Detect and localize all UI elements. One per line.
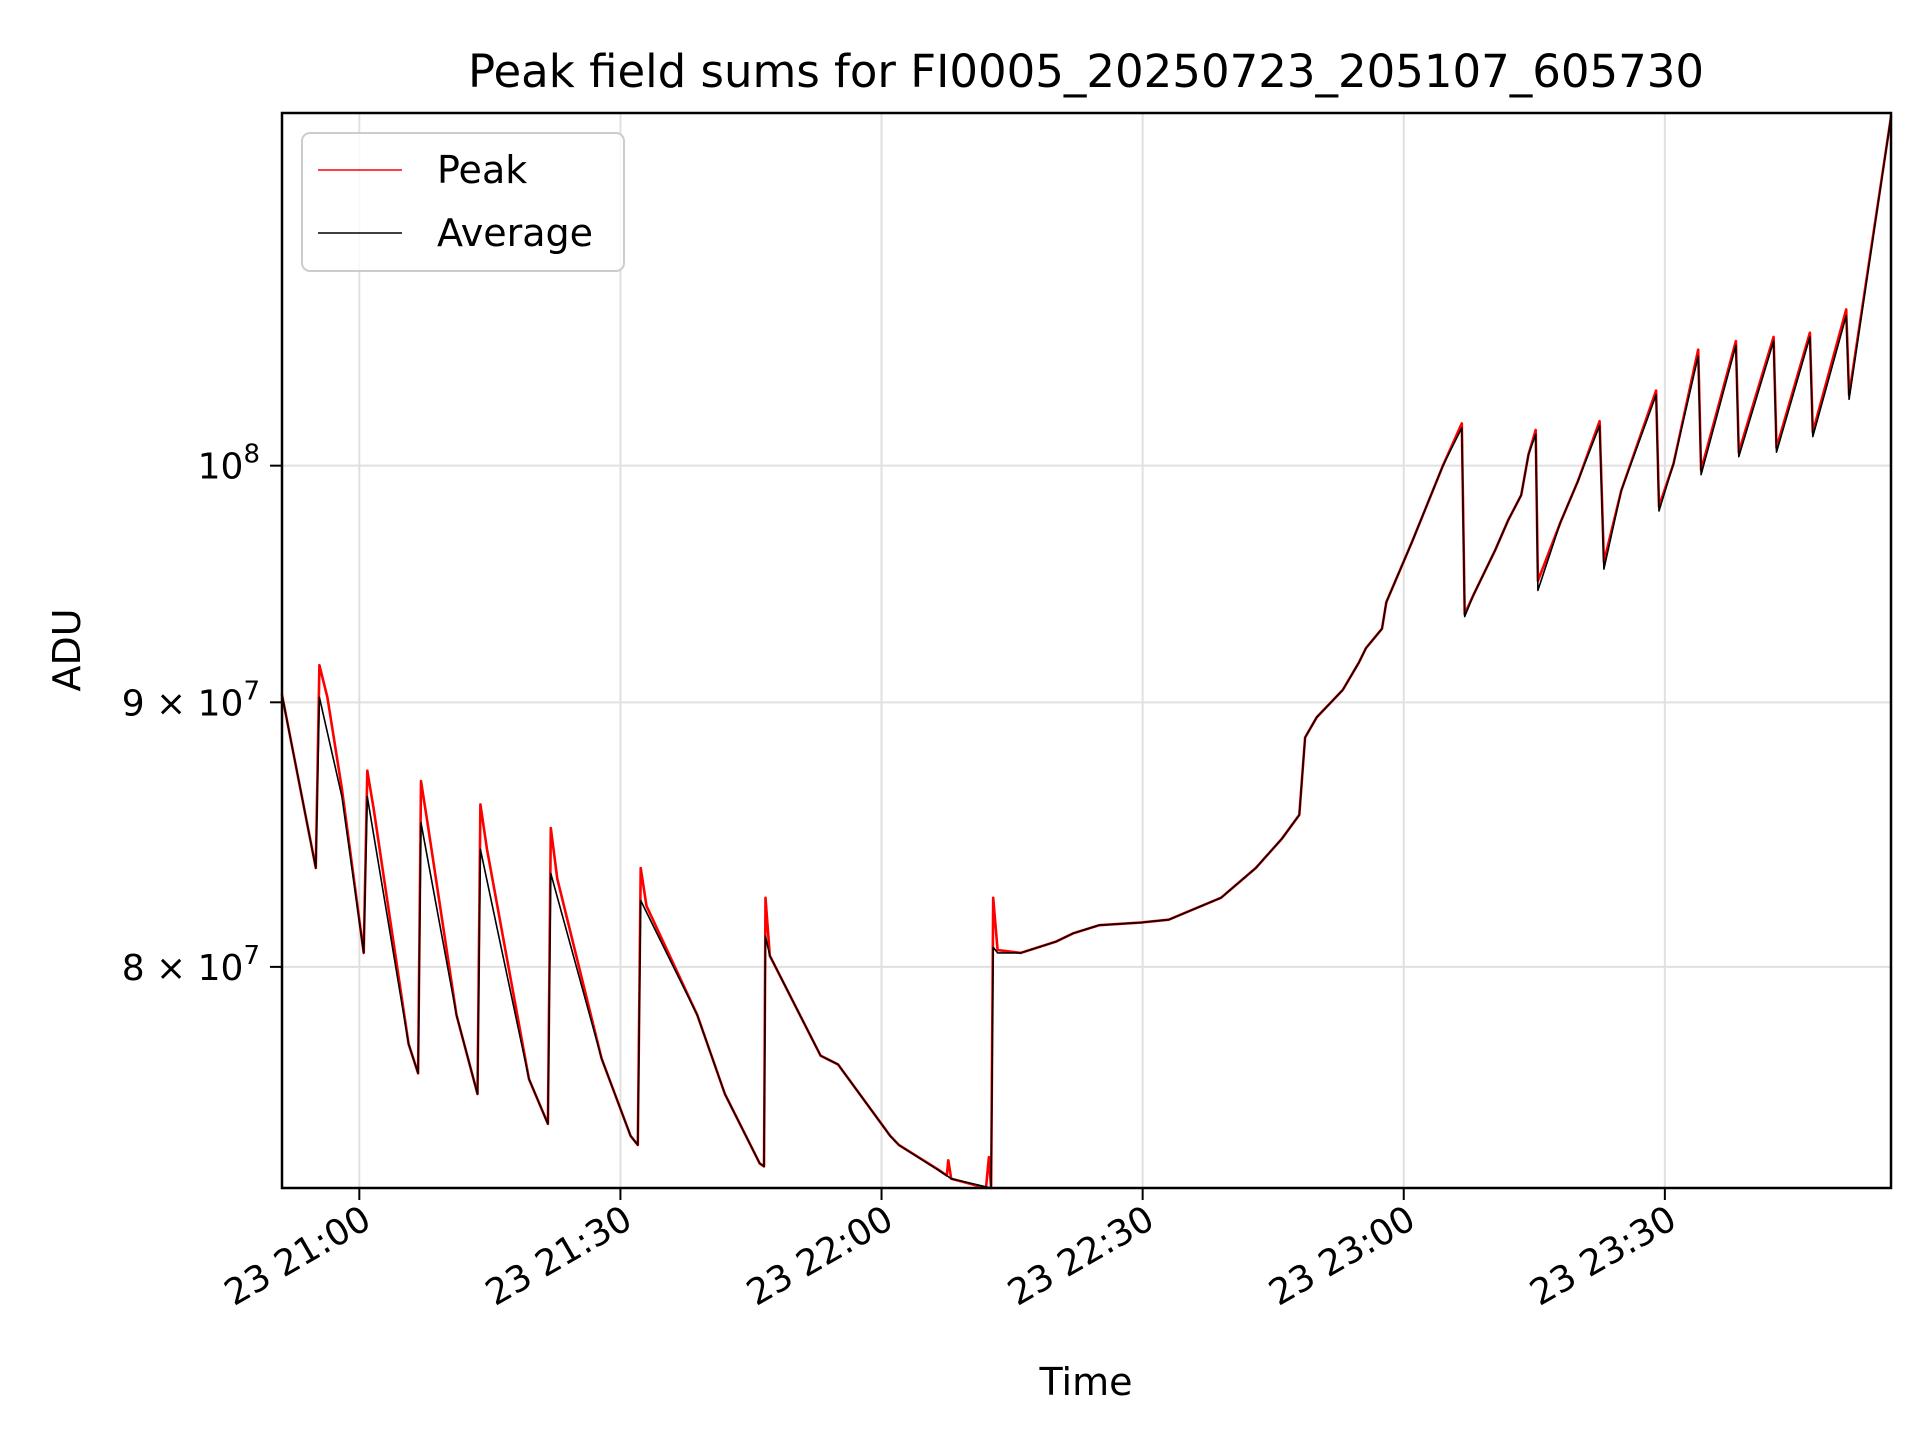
legend-label-peak: Peak — [437, 148, 527, 192]
y-tick-label: 8 × 107 — [122, 941, 260, 989]
y-tick-label: 9 × 107 — [122, 676, 260, 724]
y-axis-label: ADU — [45, 608, 89, 691]
grid — [282, 113, 1891, 1188]
plot-frame — [280, 111, 1893, 1190]
legend-box — [301, 132, 625, 272]
plot-area — [282, 113, 1891, 1188]
legend: Peak Average — [301, 132, 625, 272]
series-line-average — [281, 116, 1892, 1189]
chart-title: Peak field sums for FI0005_20250723_2051… — [468, 45, 1704, 98]
x-axis-label: Time — [1039, 1360, 1133, 1404]
legend-label-average: Average — [437, 211, 593, 255]
series-lines — [280, 115, 1893, 1190]
